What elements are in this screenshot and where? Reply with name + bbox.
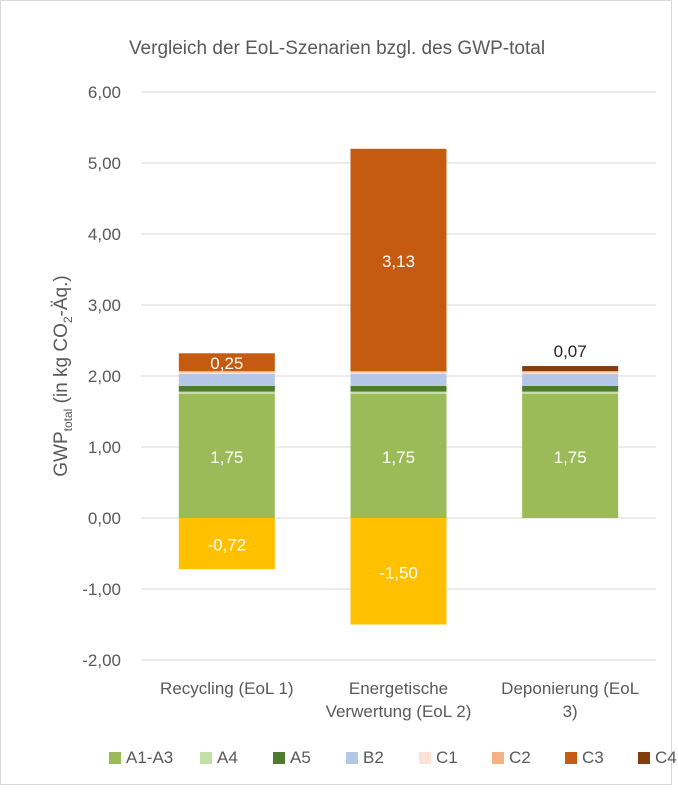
data-label: 1,75 bbox=[554, 448, 587, 467]
data-labels: 1,75 0,25 -0,72 1,75 3,13 -1,50 1,75 0,07 bbox=[207, 252, 586, 582]
y-tick-label: -2,00 bbox=[82, 651, 121, 670]
data-label: 3,13 bbox=[382, 252, 415, 271]
bar-segment-c2 bbox=[350, 371, 447, 373]
bar-segment-b2 bbox=[522, 373, 619, 386]
legend-label: C2 bbox=[509, 748, 531, 767]
data-label: -0,72 bbox=[207, 536, 246, 555]
chart-title: Vergleich der EoL-Szenarien bzgl. des GW… bbox=[129, 38, 545, 59]
y-axis-title-suffix: -Äq.) bbox=[51, 275, 72, 316]
y-tick-labels: -2,00 -1,00 0,00 1,00 2,00 3,00 4,00 5,00 6,00 bbox=[82, 83, 121, 670]
legend-swatch-a4 bbox=[200, 752, 212, 764]
y-axis-title-middle-sub: 2 bbox=[61, 316, 75, 323]
y-axis-title-prefix-sub: total bbox=[61, 409, 75, 432]
bar-segment-c1 bbox=[178, 372, 275, 374]
legend-label: C1 bbox=[436, 748, 458, 767]
legend-label: B2 bbox=[363, 748, 384, 767]
y-tick-label: 5,00 bbox=[88, 154, 121, 173]
data-label: 1,75 bbox=[382, 448, 415, 467]
legend-swatch-c4 bbox=[638, 752, 650, 764]
legend-swatch-a5 bbox=[273, 752, 285, 764]
y-tick-label: -1,00 bbox=[82, 580, 121, 599]
data-label: 0,25 bbox=[210, 354, 243, 373]
bar-segment-c3 bbox=[178, 353, 275, 372]
y-tick-label: 3,00 bbox=[88, 296, 121, 315]
bar-segment-a1-a3 bbox=[522, 393, 619, 518]
legend-label: C3 bbox=[582, 748, 604, 767]
x-category-label: Deponierung (EoL bbox=[501, 679, 639, 698]
y-tick-label: 1,00 bbox=[88, 438, 121, 457]
y-tick-label: 6,00 bbox=[88, 83, 121, 102]
legend-swatch-c1 bbox=[419, 752, 431, 764]
y-axis-title: GWPtotal (in kg CO2-Äq.) bbox=[51, 275, 75, 476]
bars bbox=[178, 148, 619, 625]
bar-segment-b2 bbox=[178, 373, 275, 386]
x-category-labels: Recycling (EoL 1) Energetische Verwertung … bbox=[160, 679, 639, 721]
legend-label: A5 bbox=[290, 748, 311, 767]
bar-segment-a5 bbox=[350, 385, 447, 392]
bar-segment-a4 bbox=[178, 391, 275, 394]
bar-segment-c3 bbox=[350, 148, 447, 372]
bar-segment-c2 bbox=[522, 371, 619, 373]
legend-swatch-c2 bbox=[492, 752, 504, 764]
y-axis-title-middle: (in kg CO bbox=[51, 323, 72, 409]
bar-segment-a5 bbox=[178, 385, 275, 392]
bar-segment-c1 bbox=[522, 372, 619, 374]
legend-swatch-a1-a3 bbox=[109, 752, 121, 764]
data-label: -1,50 bbox=[379, 563, 418, 582]
y-axis-title-prefix: GWP bbox=[51, 431, 72, 476]
legend-label: A4 bbox=[217, 748, 238, 767]
bar-segment-a4 bbox=[350, 391, 447, 394]
bar-segment-a1-a3 bbox=[350, 393, 447, 518]
bar-segment-b2 bbox=[350, 373, 447, 386]
x-category-label: Recycling (EoL 1) bbox=[160, 679, 294, 698]
data-label: 1,75 bbox=[210, 448, 243, 467]
bar-segment-a4 bbox=[522, 391, 619, 394]
bar-segment-d bbox=[350, 518, 447, 625]
y-tick-label: 0,00 bbox=[88, 509, 121, 528]
y-tick-label: 4,00 bbox=[88, 225, 121, 244]
legend: A1-A3A4A5B2C1C2C3C4D bbox=[109, 748, 677, 767]
y-tick-label: 2,00 bbox=[88, 367, 121, 386]
x-category-label: Verwertung (EoL 2) bbox=[326, 702, 472, 721]
bar-segment-c2 bbox=[178, 371, 275, 373]
legend-label: C4 bbox=[655, 748, 677, 767]
bar-segment-d bbox=[178, 518, 275, 570]
legend-swatch-b2 bbox=[346, 752, 358, 764]
x-category-label: 3) bbox=[563, 702, 578, 721]
bar-segment-a5 bbox=[522, 385, 619, 392]
legend-swatch-c3 bbox=[565, 752, 577, 764]
x-category-label: Energetische bbox=[349, 679, 448, 698]
data-label: 0,07 bbox=[554, 342, 587, 361]
bar-segment-c1 bbox=[350, 372, 447, 374]
bar-segment-a1-a3 bbox=[178, 393, 275, 518]
legend-label: A1-A3 bbox=[126, 748, 173, 767]
bar-segment-c4 bbox=[522, 366, 619, 372]
